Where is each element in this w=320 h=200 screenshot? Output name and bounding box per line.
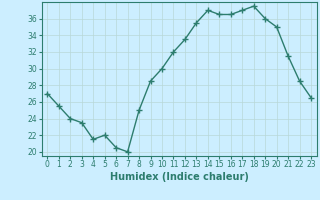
X-axis label: Humidex (Indice chaleur): Humidex (Indice chaleur) bbox=[110, 172, 249, 182]
